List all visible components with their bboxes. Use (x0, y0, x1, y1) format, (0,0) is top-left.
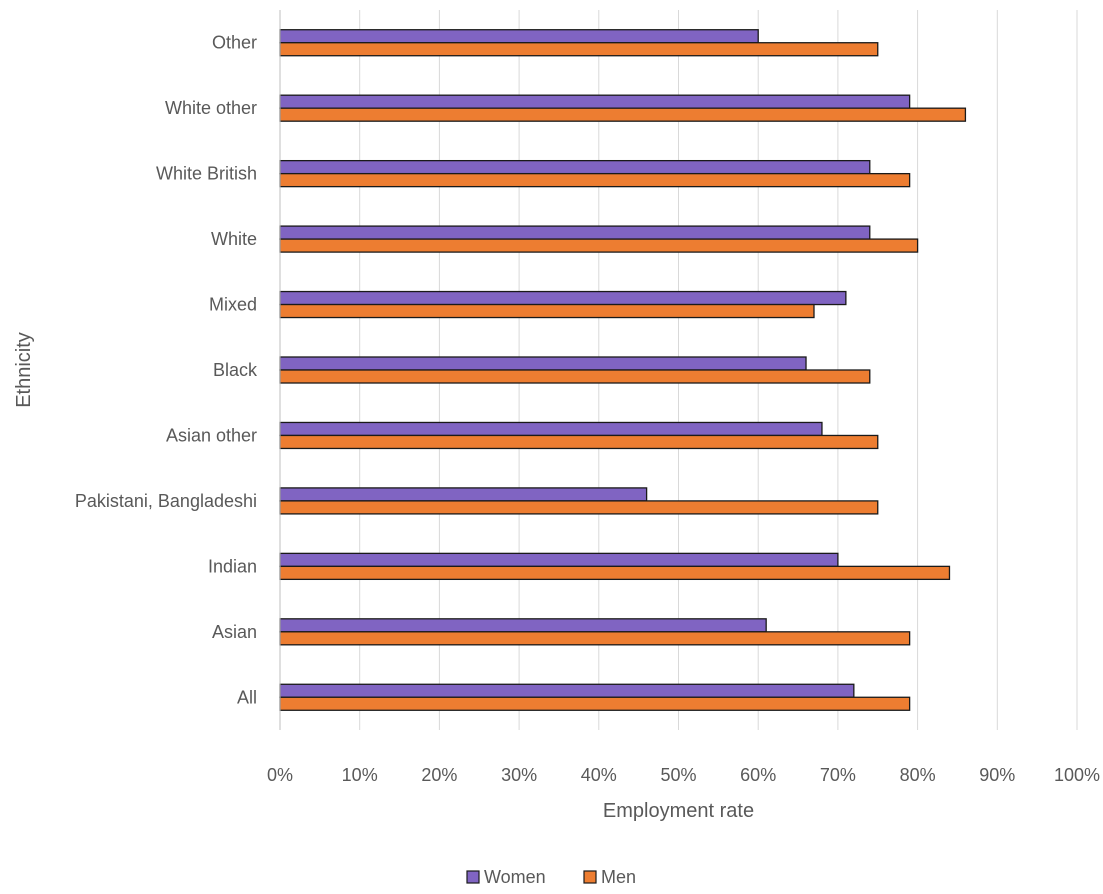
x-tick-labels: 0% 10% 20% 30% 40% 50% 60% 70% 80% 90% 100% (267, 765, 1100, 785)
bar-women (279, 225, 871, 240)
x-tick-label: 30% (501, 765, 537, 785)
category-label: Other (212, 33, 257, 53)
category-labels: All Asian Indian Pakistani, Bangladeshi Asia… (75, 33, 258, 708)
bar-women (279, 487, 648, 502)
bar-men (279, 434, 879, 450)
x-tick-label: 50% (660, 765, 696, 785)
category-label: Black (213, 360, 258, 380)
x-tick-label: 100% (1054, 765, 1100, 785)
bar-men (279, 303, 815, 319)
bar-men (279, 107, 967, 122)
category-label: White other (165, 98, 257, 118)
bar-men (279, 500, 879, 515)
legend-swatch (583, 870, 597, 884)
x-tick-label: 20% (421, 765, 457, 785)
bar-women (279, 552, 839, 568)
legend-swatch (466, 870, 480, 884)
bar-women (279, 94, 911, 109)
category-label: White (211, 229, 257, 249)
x-tick-label: 80% (900, 765, 936, 785)
bar-men (279, 42, 879, 57)
category-label: Indian (208, 556, 257, 576)
category-label: Asian (212, 622, 257, 642)
category-label: White British (156, 164, 257, 184)
legend-label: Men (601, 867, 636, 887)
x-axis-title: Employment rate (603, 800, 754, 822)
bar-men (279, 696, 911, 711)
x-tick-label: 70% (820, 765, 856, 785)
x-tick-label: 60% (740, 765, 776, 785)
bar-men (279, 565, 951, 581)
category-label: Asian other (166, 425, 257, 445)
legend-label: Women (484, 867, 546, 887)
bar-women (279, 356, 807, 371)
bar-women (279, 683, 855, 698)
bar-men (279, 238, 919, 253)
category-label: Mixed (209, 295, 257, 315)
x-tick-label: 0% (267, 765, 293, 785)
legend: Women Men (466, 867, 636, 887)
x-tick-label: 10% (342, 765, 378, 785)
bar-men (279, 369, 871, 384)
category-label: Pakistani, Bangladeshi (75, 491, 257, 511)
bar-men (279, 172, 911, 188)
x-tick-label: 40% (581, 765, 617, 785)
bar-women (279, 618, 767, 633)
bar-women (279, 29, 759, 44)
bars (279, 29, 967, 711)
bar-women (279, 159, 871, 175)
bar-women (279, 421, 823, 437)
bar-men (279, 631, 911, 646)
x-tick-label: 90% (979, 765, 1015, 785)
bar-women (279, 290, 847, 306)
y-axis-title: Ethnicity (13, 332, 35, 408)
category-label: All (237, 687, 257, 707)
